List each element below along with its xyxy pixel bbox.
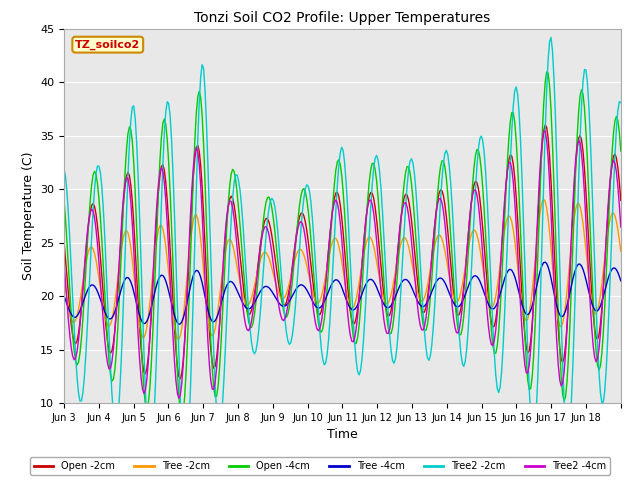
Open -2cm (60, 239, 68, 244)
Line: Open -4cm: Open -4cm (64, 72, 621, 418)
Tree -2cm (458, 282, 466, 288)
Tree -2cm (97, 285, 104, 290)
Legend: Open -2cm, Tree -2cm, Open -4cm, Tree -4cm, Tree2 -2cm, Tree2 -4cm: Open -2cm, Tree -2cm, Open -4cm, Tree -4… (30, 457, 610, 475)
Text: TZ_soilco2: TZ_soilco2 (75, 39, 140, 50)
Open -2cm (79, 287, 87, 292)
Tree2 -4cm (175, 396, 182, 401)
X-axis label: Time: Time (327, 429, 358, 442)
Tree -2cm (79, 279, 87, 285)
Open -4cm (348, 322, 356, 327)
Line: Tree -4cm: Tree -4cm (64, 262, 621, 324)
Line: Tree -2cm: Tree -2cm (64, 199, 621, 339)
Y-axis label: Soil Temperature (C): Soil Temperature (C) (22, 152, 35, 280)
Open -4cm (458, 325, 466, 331)
Tree2 -4cm (543, 137, 550, 143)
Tree -2cm (617, 249, 625, 254)
Open -2cm (177, 376, 184, 382)
Open -2cm (97, 254, 104, 260)
Tree -4cm (616, 274, 623, 279)
Tree2 -4cm (616, 203, 623, 208)
Tree2 -4cm (97, 278, 104, 284)
Open -2cm (541, 122, 549, 128)
Tree2 -2cm (547, 35, 555, 40)
Open -4cm (543, 69, 550, 75)
Tree -4cm (175, 321, 182, 327)
Open -4cm (541, 79, 549, 85)
Tree2 -4cm (60, 260, 68, 265)
Tree -4cm (97, 296, 104, 302)
Tree2 -2cm (617, 100, 625, 106)
Tree -2cm (60, 276, 68, 281)
Tree2 -2cm (97, 169, 104, 175)
Open -4cm (617, 148, 625, 154)
Open -2cm (617, 198, 625, 204)
Tree2 -2cm (541, 128, 549, 134)
Tree -2cm (616, 237, 623, 243)
Tree2 -2cm (60, 166, 68, 172)
Tree2 -2cm (79, 390, 87, 396)
Open -2cm (543, 124, 550, 130)
Tree2 -2cm (348, 290, 356, 296)
Tree -2cm (540, 196, 548, 202)
Open -4cm (616, 130, 623, 135)
Tree -4cm (617, 278, 625, 284)
Open -2cm (616, 180, 623, 185)
Tree2 -4cm (540, 128, 548, 134)
Tree -2cm (543, 205, 550, 211)
Tree -4cm (541, 259, 549, 265)
Open -2cm (348, 317, 356, 323)
Tree2 -2cm (181, 466, 189, 471)
Tree2 -4cm (348, 338, 356, 344)
Tree -4cm (348, 307, 356, 312)
Open -4cm (79, 315, 87, 321)
Tree2 -4cm (458, 303, 466, 309)
Open -4cm (97, 214, 104, 220)
Tree -4cm (458, 299, 466, 305)
Tree -4cm (60, 293, 68, 299)
Tree2 -2cm (616, 98, 623, 104)
Line: Open -2cm: Open -2cm (64, 125, 621, 379)
Tree -4cm (543, 261, 550, 266)
Tree -2cm (175, 336, 182, 342)
Open -4cm (178, 415, 186, 420)
Tree2 -4cm (79, 285, 87, 290)
Line: Tree2 -2cm: Tree2 -2cm (64, 37, 621, 468)
Line: Tree2 -4cm: Tree2 -4cm (64, 131, 621, 398)
Open -2cm (458, 296, 466, 302)
Title: Tonzi Soil CO2 Profile: Upper Temperatures: Tonzi Soil CO2 Profile: Upper Temperatur… (195, 11, 490, 25)
Open -4cm (60, 196, 68, 202)
Tree -2cm (348, 306, 356, 312)
Tree2 -2cm (458, 361, 466, 367)
Tree2 -4cm (617, 224, 625, 230)
Tree -4cm (79, 300, 87, 306)
